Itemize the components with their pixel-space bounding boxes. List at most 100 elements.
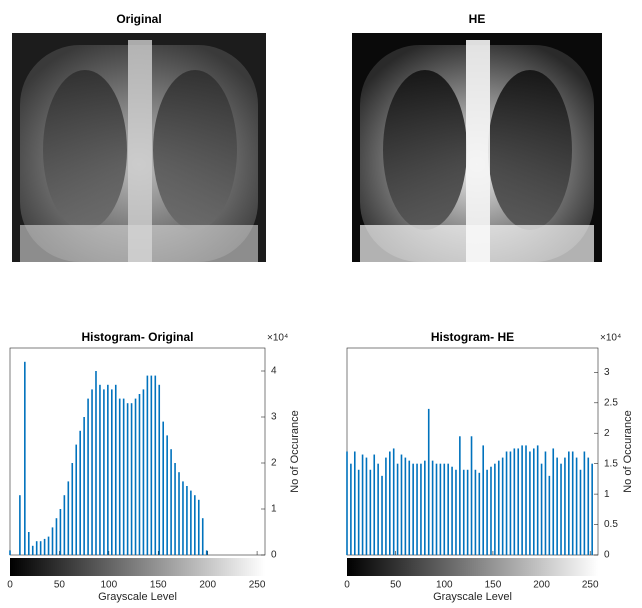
colorbar bbox=[10, 558, 265, 576]
bar bbox=[51, 527, 54, 555]
bar bbox=[435, 463, 438, 555]
bar bbox=[79, 430, 81, 555]
x-tick-label: 100 bbox=[436, 580, 453, 591]
y-tick-label: 3 bbox=[604, 367, 610, 378]
bar bbox=[19, 495, 21, 555]
bar bbox=[416, 463, 418, 555]
bar bbox=[400, 454, 403, 555]
bar bbox=[548, 475, 551, 555]
bar bbox=[103, 389, 105, 555]
y-tick-label: 3 bbox=[271, 412, 277, 423]
bar bbox=[201, 518, 204, 555]
bar bbox=[505, 451, 508, 555]
bar bbox=[111, 389, 113, 555]
bar bbox=[194, 495, 196, 555]
y-tick-label: 0.5 bbox=[604, 519, 618, 530]
bar bbox=[494, 463, 496, 555]
bar bbox=[190, 490, 192, 555]
bar bbox=[392, 448, 395, 555]
bar bbox=[513, 448, 516, 555]
bar bbox=[9, 550, 11, 555]
bar bbox=[509, 451, 512, 555]
bar bbox=[478, 472, 481, 555]
x-tick-label: 250 bbox=[582, 580, 599, 591]
bar bbox=[182, 481, 184, 555]
x-tick-label: 200 bbox=[199, 580, 216, 591]
bar bbox=[490, 466, 492, 555]
plot-area bbox=[9, 347, 266, 556]
bar bbox=[55, 518, 58, 555]
bar bbox=[377, 463, 379, 555]
chart-title: Histogram- Original bbox=[81, 330, 193, 344]
bar bbox=[564, 457, 566, 555]
bar bbox=[389, 451, 391, 555]
image-title: Original bbox=[116, 12, 161, 26]
x-tick-label: 150 bbox=[150, 580, 167, 591]
bar bbox=[353, 451, 356, 555]
bar bbox=[521, 445, 523, 555]
bar bbox=[99, 384, 101, 555]
exponent-label: ×10⁴ bbox=[267, 333, 288, 344]
x-tick-label: 0 bbox=[7, 580, 13, 591]
bar bbox=[59, 509, 62, 555]
image-title: HE bbox=[469, 12, 486, 26]
x-axis-label: Grayscale Level bbox=[98, 591, 177, 603]
bar bbox=[591, 463, 593, 555]
bar bbox=[365, 457, 368, 555]
x-tick-label: 50 bbox=[54, 580, 66, 591]
y-tick-label: 0 bbox=[604, 550, 610, 561]
bar bbox=[544, 451, 547, 555]
bar bbox=[186, 486, 188, 555]
x-tick-label: 200 bbox=[533, 580, 550, 591]
bar bbox=[63, 495, 66, 555]
bar bbox=[43, 538, 46, 555]
bar bbox=[122, 398, 125, 555]
bar bbox=[138, 394, 141, 555]
bar bbox=[27, 532, 30, 555]
y-tick-label: 4 bbox=[271, 366, 277, 377]
bar bbox=[427, 408, 430, 555]
bar bbox=[107, 384, 109, 555]
y-tick-label: 2 bbox=[604, 428, 610, 439]
y-tick-label: 1 bbox=[604, 489, 610, 500]
bar bbox=[91, 389, 93, 555]
x-axis-label: Grayscale Level bbox=[433, 591, 512, 603]
bar bbox=[482, 445, 485, 555]
bar bbox=[142, 389, 145, 555]
bar bbox=[439, 463, 442, 555]
y-tick-label: 1 bbox=[271, 504, 277, 515]
bar bbox=[408, 460, 411, 555]
bar bbox=[536, 445, 539, 555]
bar bbox=[146, 375, 149, 555]
x-tick-label: 0 bbox=[344, 580, 350, 591]
bar bbox=[71, 463, 74, 555]
bar bbox=[162, 421, 164, 555]
bar bbox=[31, 545, 34, 555]
bar bbox=[560, 463, 562, 555]
bar bbox=[525, 445, 527, 555]
bar bbox=[404, 457, 407, 555]
bar bbox=[552, 448, 555, 555]
bar bbox=[497, 460, 500, 555]
bar bbox=[350, 463, 352, 555]
bar bbox=[420, 463, 422, 555]
y-axis-label: No of Occurance bbox=[289, 410, 301, 493]
bar bbox=[75, 444, 78, 555]
y-tick-label: 2.5 bbox=[604, 397, 618, 408]
bar bbox=[459, 436, 461, 555]
bar bbox=[369, 469, 372, 555]
bar bbox=[381, 475, 383, 555]
xray-original bbox=[12, 33, 266, 262]
y-tick-label: 2 bbox=[271, 458, 277, 469]
bar bbox=[571, 451, 574, 555]
bar bbox=[501, 457, 504, 555]
bar bbox=[443, 463, 446, 555]
bar bbox=[587, 457, 590, 555]
bar bbox=[87, 398, 89, 555]
x-tick-label: 150 bbox=[485, 580, 502, 591]
bar bbox=[178, 472, 180, 555]
bar bbox=[451, 466, 453, 555]
bar bbox=[470, 436, 473, 555]
bar bbox=[556, 457, 558, 555]
bar bbox=[529, 451, 531, 555]
